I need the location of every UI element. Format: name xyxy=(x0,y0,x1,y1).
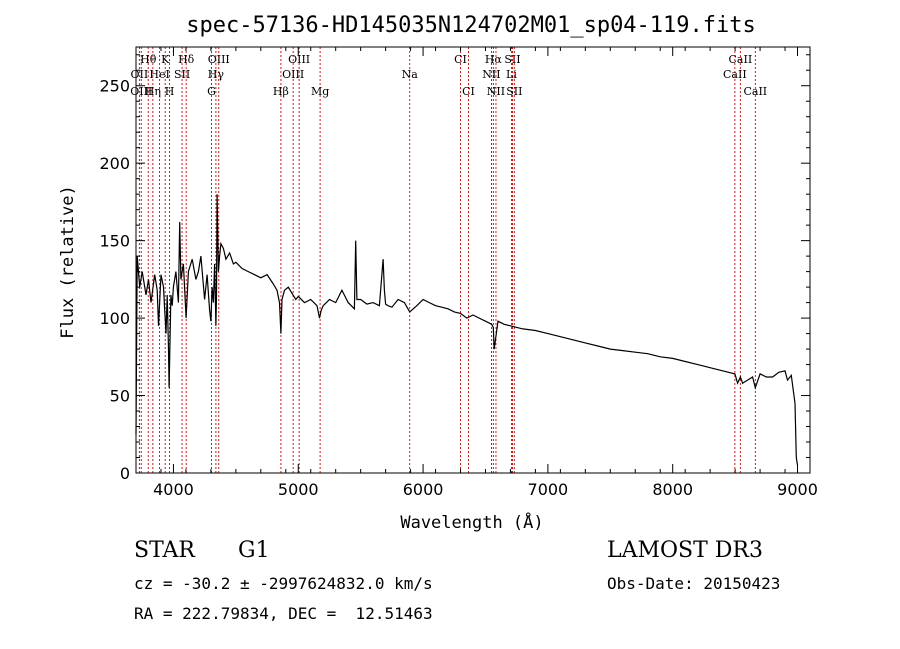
line-marker-label: OII xyxy=(131,68,149,81)
y-tick-label: 150 xyxy=(99,232,130,251)
object-subclass: G1 xyxy=(238,538,270,563)
obs-date: Obs-Date: 20150423 xyxy=(607,574,781,593)
line-marker-label: Hθ xyxy=(140,53,157,66)
y-axis-ticks: 0 50 100 150 200 250 xyxy=(99,54,810,483)
y-axis-label: Flux (relative) xyxy=(58,185,78,339)
survey-name: LAMOST DR3 xyxy=(607,538,763,563)
line-marker-label: CaII xyxy=(723,68,747,81)
line-marker-label: Na xyxy=(402,68,419,81)
coordinates: RA = 222.79834, DEC = 12.51463 xyxy=(134,604,433,623)
line-marker-label: OIII xyxy=(208,53,230,66)
line-marker-label: CI xyxy=(462,85,475,98)
spectrum-line xyxy=(135,194,799,466)
line-marker-label: OIII xyxy=(282,68,304,81)
line-marker-label: Mg xyxy=(311,85,329,98)
chart-title: spec-57136-HD145035N124702M01_sp04-119.f… xyxy=(186,13,756,38)
line-marker-label: CaII xyxy=(743,85,767,98)
line-marker-label: NII xyxy=(482,68,500,81)
line-marker-label: CaII xyxy=(729,53,753,66)
x-tick-label: 9000 xyxy=(777,480,818,499)
line-marker-label: SII xyxy=(506,85,522,98)
x-tick-label: 5000 xyxy=(278,480,319,499)
y-tick-label: 250 xyxy=(99,77,130,96)
object-type: STAR xyxy=(134,538,195,563)
x-tick-label: 7000 xyxy=(528,480,569,499)
plot-frame xyxy=(135,46,811,474)
line-marker-label: K xyxy=(161,53,170,66)
line-marker-label: CI xyxy=(454,53,467,66)
x-axis-ticks: 4000 5000 6000 7000 8000 9000 xyxy=(135,47,818,499)
line-marker-label: SII xyxy=(504,53,520,66)
y-tick-label: 100 xyxy=(99,309,130,328)
y-tick-label: 50 xyxy=(110,387,130,406)
line-marker-label: H xyxy=(165,85,175,98)
line-marker-label: Li xyxy=(506,68,517,81)
line-marker-label: Hγ xyxy=(208,68,225,81)
line-marker-label: Hδ xyxy=(178,53,195,66)
line-marker-label: SII xyxy=(174,68,190,81)
line-marker-label: Hη xyxy=(145,85,161,98)
line-marker-label: OIII xyxy=(288,53,310,66)
line-marker-label: Hα xyxy=(485,53,503,66)
x-axis-label: Wavelength (Å) xyxy=(400,511,543,533)
y-tick-label: 0 xyxy=(120,464,130,483)
line-marker-label: G xyxy=(207,85,216,98)
x-tick-label: 8000 xyxy=(652,480,693,499)
velocity-text: cz = -30.2 ± -2997624832.0 km/s xyxy=(134,574,433,593)
line-marker-label: HeI xyxy=(149,68,169,81)
y-tick-label: 200 xyxy=(99,154,130,173)
x-tick-label: 4000 xyxy=(153,480,194,499)
x-tick-label: 6000 xyxy=(403,480,444,499)
line-marker-label: Hβ xyxy=(273,85,289,98)
line-marker-label: NII xyxy=(487,85,505,98)
